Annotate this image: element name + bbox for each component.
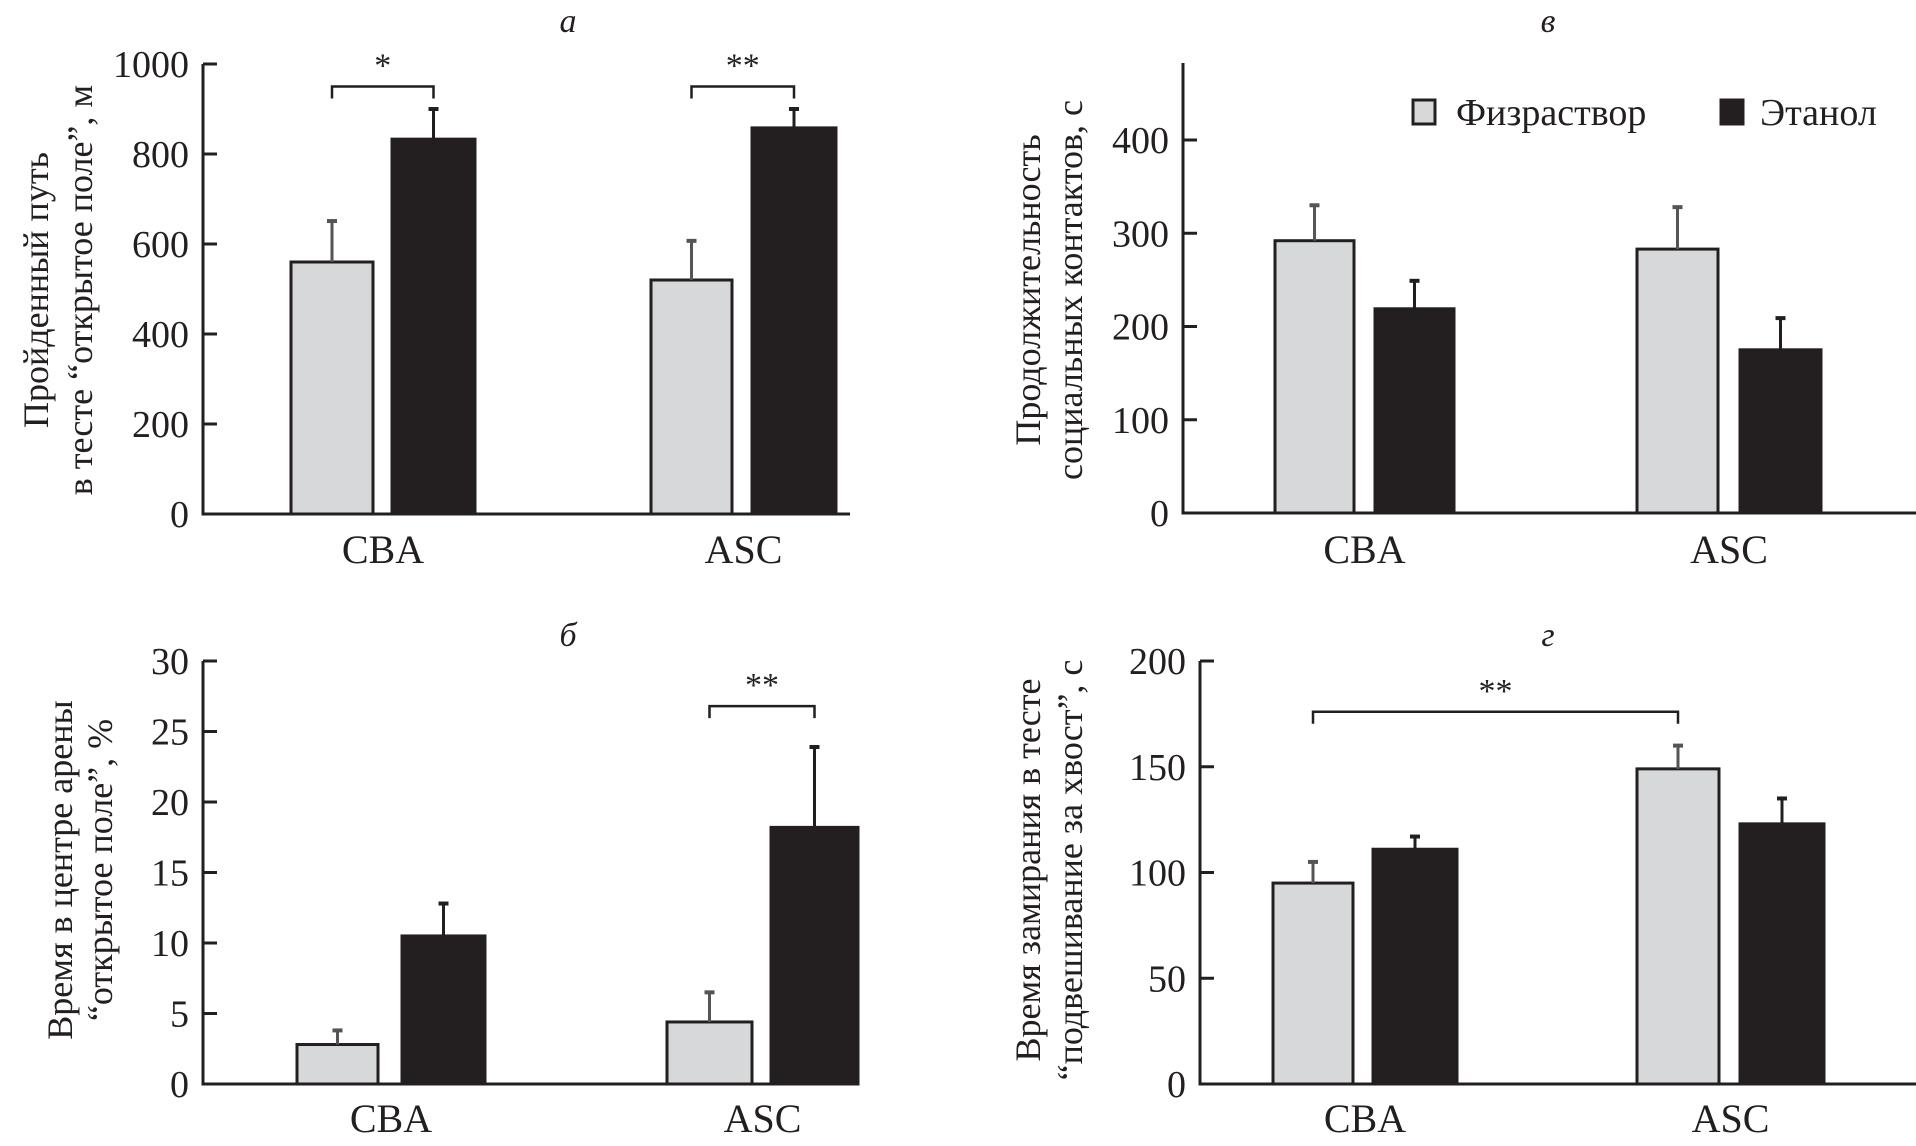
bar-asc-ethanol (1738, 822, 1826, 1086)
x-category-label: CBA (342, 527, 424, 572)
y-tick-label: 50 (1148, 958, 1186, 1000)
y-tick-label: 200 (1112, 307, 1169, 349)
significance-bracket (330, 85, 435, 99)
significance-label: * (374, 48, 391, 85)
y-tick-label: 30 (151, 641, 189, 683)
y-tick-label: 400 (1112, 120, 1169, 162)
panel-a-distance-open-field: а Пройденный путь в тесте “открытое поле”,… (16, 3, 850, 572)
panel-title: в (1541, 3, 1556, 40)
y-tick-label: 100 (1112, 400, 1169, 442)
y-tick-label: 15 (151, 853, 189, 895)
x-category-label: ASC (705, 527, 783, 572)
y-tick-label: 200 (1129, 641, 1186, 683)
bar-cba-ethanol (1371, 847, 1459, 1086)
bar-asc-ethanol (750, 126, 838, 516)
y-tick-label: 150 (1129, 747, 1186, 789)
y-tick-label: 200 (132, 404, 189, 446)
bar-cba-saline (295, 1043, 380, 1086)
bar-asc-saline (1635, 767, 1721, 1086)
y-tick-label: 10 (151, 923, 189, 965)
x-category-label: ASC (1690, 527, 1768, 572)
bar-cba-saline (1273, 239, 1356, 515)
significance-label: ** (745, 667, 779, 704)
panel-title: б (559, 617, 578, 654)
y-axis-title-line: Продолжительность (1008, 134, 1048, 445)
x-category-label: CBA (1323, 527, 1405, 572)
panel-b-center-time: б Время в центре арены “открытое поле”, % 0… (40, 617, 860, 1141)
bar-cba-ethanol (1373, 307, 1456, 515)
x-category-label: CBA (350, 1096, 432, 1141)
y-tick-label: 400 (132, 314, 189, 356)
bar-cba-ethanol (390, 137, 477, 516)
bar-cba-ethanol (400, 934, 487, 1086)
y-tick-label: 0 (170, 494, 189, 536)
y-tick-label: 600 (132, 224, 189, 266)
panel-title: а (560, 3, 577, 40)
legend: Физраствор Этанол (1411, 92, 1877, 134)
x-category-label: ASC (724, 1096, 802, 1141)
x-category-label: ASC (1692, 1096, 1770, 1141)
y-axis-title-line: в тесте “открытое поле”, м (60, 85, 100, 495)
bar-asc-saline (649, 278, 734, 516)
legend-label-ethanol: Этанол (1760, 92, 1877, 134)
significance-bracket (1311, 710, 1680, 724)
bar-asc-ethanol (1738, 348, 1823, 515)
y-tick-label: 0 (170, 1064, 189, 1106)
y-tick-label: 25 (151, 712, 189, 754)
legend-label-saline: Физраствор (1456, 92, 1646, 134)
y-tick-label: 0 (1167, 1064, 1186, 1106)
panel-g-tail-suspension: г Время замирания в тесте “подвешивание за… (1008, 617, 1916, 1141)
panel-v-social-contacts: в Продолжительность социальных контактов, … (1008, 3, 1916, 572)
y-axis-title-line: “открытое поле”, % (80, 719, 120, 1021)
bar-cba-saline (289, 260, 375, 516)
significance-bracket (690, 85, 796, 99)
legend-swatch-ethanol (1719, 98, 1745, 126)
bar-cba-saline (1271, 881, 1355, 1086)
bar-asc-ethanol (769, 825, 860, 1086)
y-axis-title-line: Время замирания в тесте (1008, 679, 1048, 1062)
y-tick-label: 20 (151, 782, 189, 824)
y-axis-title-line: Пройденный путь (16, 152, 56, 428)
x-category-label: CBA (1324, 1096, 1406, 1141)
y-tick-label: 100 (1129, 853, 1186, 895)
y-tick-label: 800 (132, 134, 189, 176)
significance-label: ** (1479, 673, 1513, 710)
y-tick-label: 5 (170, 994, 189, 1036)
y-tick-label: 1000 (113, 44, 189, 86)
y-tick-label: 0 (1150, 493, 1169, 535)
y-axis-title-line: социальных контактов, с (1050, 100, 1090, 480)
y-axis-title-line: “подвешивание за хвост”, с (1050, 660, 1090, 1081)
panel-title: г (1541, 617, 1554, 654)
bar-asc-saline (665, 1020, 754, 1086)
legend-swatch-saline (1411, 98, 1437, 126)
y-axis-title-line: Время в центре арены (40, 700, 80, 1039)
significance-label: ** (726, 48, 760, 85)
significance-bracket (708, 704, 816, 719)
bar-asc-saline (1635, 247, 1720, 515)
y-tick-label: 300 (1112, 213, 1169, 255)
